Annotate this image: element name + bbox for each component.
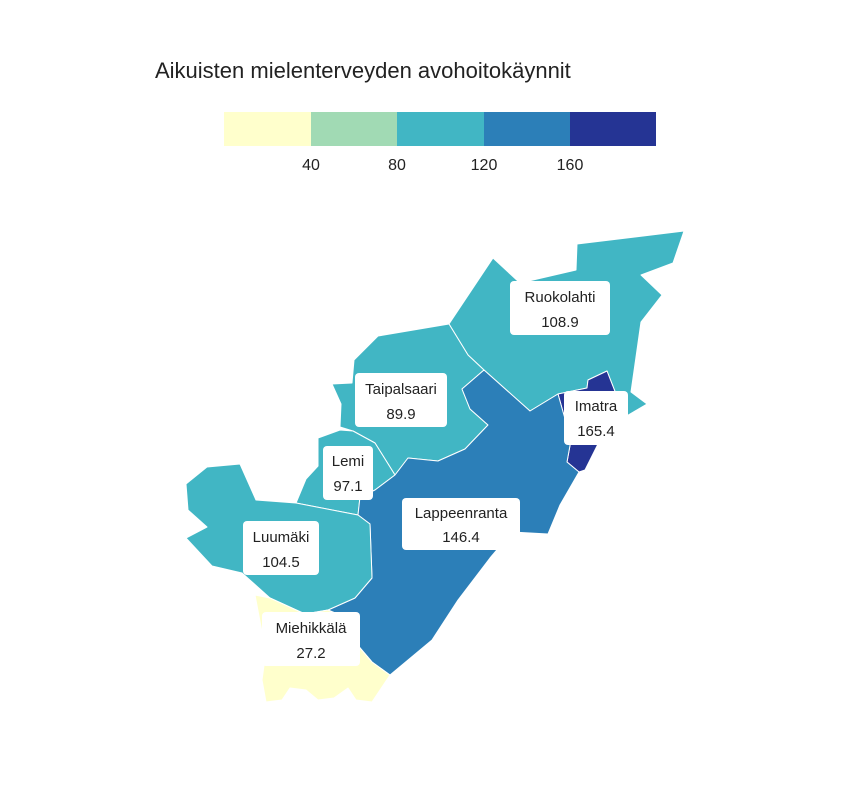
map-title: Aikuisten mielenterveyden avohoitokäynni… — [155, 58, 571, 83]
region-labels: Ruokolahti 108.9 Taipalsaari 89.9 Imatra… — [243, 281, 628, 666]
legend-tick-40: 40 — [302, 157, 320, 174]
legend-swatch-3 — [397, 112, 484, 146]
legend-tick-120: 120 — [471, 157, 498, 174]
label-luumaki-value: 104.5 — [262, 554, 300, 571]
label-lappeenranta-value: 146.4 — [442, 529, 480, 546]
label-lemi-value: 97.1 — [333, 478, 362, 495]
legend-tick-80: 80 — [388, 157, 406, 174]
label-taipalsaari-value: 89.9 — [386, 406, 415, 423]
legend-swatch-5 — [570, 112, 656, 146]
label-lemi-name: Lemi — [332, 453, 365, 470]
label-ruokolahti: Ruokolahti 108.9 — [510, 281, 610, 335]
label-miehikkala: Miehikkälä 27.2 — [262, 612, 360, 666]
label-miehikkala-value: 27.2 — [296, 645, 325, 662]
color-legend: 40 80 120 160 — [224, 112, 656, 174]
label-luumaki: Luumäki 104.5 — [243, 521, 319, 575]
label-taipalsaari-name: Taipalsaari — [365, 381, 437, 398]
label-ruokolahti-name: Ruokolahti — [525, 289, 596, 306]
label-taipalsaari: Taipalsaari 89.9 — [355, 373, 447, 427]
label-imatra-value: 165.4 — [577, 423, 615, 440]
label-imatra: Imatra 165.4 — [564, 391, 628, 445]
legend-swatch-4 — [484, 112, 570, 146]
legend-swatch-2 — [311, 112, 397, 146]
label-lemi: Lemi 97.1 — [323, 446, 373, 500]
legend-swatch-1 — [224, 112, 311, 146]
label-luumaki-name: Luumäki — [253, 529, 310, 546]
label-lappeenranta: Lappeenranta 146.4 — [402, 498, 520, 550]
label-miehikkala-name: Miehikkälä — [276, 620, 348, 637]
legend-tick-160: 160 — [557, 157, 584, 174]
label-lappeenranta-name: Lappeenranta — [415, 505, 508, 522]
label-ruokolahti-value: 108.9 — [541, 314, 579, 331]
label-imatra-name: Imatra — [575, 398, 618, 415]
